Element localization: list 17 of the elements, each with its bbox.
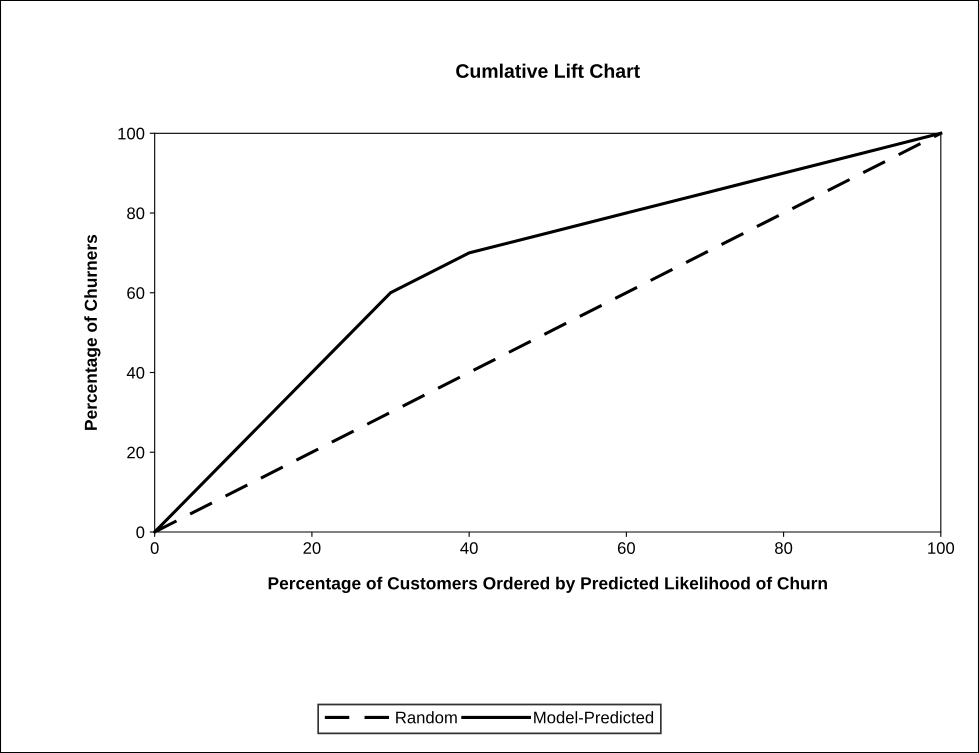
y-tick-label: 80 (127, 207, 144, 220)
y-tick-label: 0 (136, 526, 144, 538)
x-tick-label: 40 (460, 542, 478, 554)
x-axis-title: Percentage of Customers Ordered by Predicted Likelihood of Churn (268, 576, 827, 593)
y-tick-label: 20 (127, 446, 144, 458)
y-tick-label: 60 (127, 287, 144, 299)
x-tick-label: 100 (928, 542, 954, 554)
legend-label: Model-Predicted (534, 711, 654, 724)
x-tick-label: 60 (618, 542, 635, 554)
y-tick-label: 100 (118, 128, 144, 140)
x-tick-label: 0 (150, 542, 159, 554)
y-tick-label: 40 (126, 366, 144, 379)
legend-label: Random (396, 711, 457, 724)
x-tick-label: 80 (775, 542, 792, 554)
y-axis-title: Percentage of Churners (84, 234, 100, 430)
chart-title: Cumlative Lift Chart (456, 64, 640, 78)
x-tick-label: 20 (303, 542, 321, 554)
